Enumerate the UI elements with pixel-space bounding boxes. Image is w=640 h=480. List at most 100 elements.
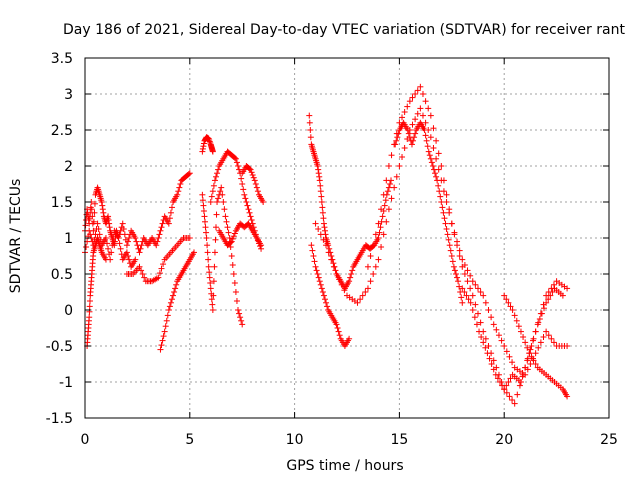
data-point-track-e bbox=[161, 328, 168, 335]
data-point-track-e bbox=[166, 303, 173, 310]
data-point-track-n bbox=[375, 220, 382, 227]
data-point-track-g bbox=[211, 263, 218, 270]
data-point-track-a bbox=[119, 220, 126, 227]
data-point-track-g bbox=[231, 280, 238, 286]
data-point-track-k bbox=[307, 134, 314, 141]
data-point-track-e bbox=[160, 333, 167, 340]
data-point-track-h bbox=[207, 199, 214, 205]
data-point-track-h bbox=[243, 199, 250, 205]
data-point-track-k bbox=[321, 227, 328, 234]
data-point-track-n bbox=[469, 292, 476, 299]
data-point-track-d bbox=[186, 235, 193, 241]
data-point-track-p bbox=[530, 335, 537, 342]
data-point-track-a bbox=[168, 204, 175, 211]
data-point-track-l bbox=[308, 242, 315, 249]
data-point-track-m bbox=[401, 145, 408, 151]
data-point-track-b bbox=[105, 217, 112, 223]
data-point-track-e bbox=[159, 337, 166, 344]
data-point-track-n bbox=[448, 220, 455, 227]
data-point-track-h bbox=[236, 166, 243, 173]
data-point-track-g bbox=[209, 301, 216, 308]
data-point-track-p bbox=[541, 305, 548, 312]
data-point-track-b bbox=[91, 209, 98, 216]
data-point-track-m bbox=[535, 344, 542, 351]
data-point-track-e bbox=[158, 342, 165, 349]
data-point-track-g bbox=[200, 202, 207, 209]
data-point-track-j bbox=[258, 245, 265, 252]
data-point-track-n bbox=[412, 91, 419, 97]
data-markers bbox=[82, 83, 571, 407]
data-point-track-g bbox=[233, 298, 240, 304]
data-point-track-l bbox=[336, 332, 343, 339]
data-point-track-g bbox=[232, 289, 239, 295]
data-point-track-k bbox=[348, 271, 355, 277]
data-point-track-m bbox=[548, 335, 555, 342]
data-point-track-g bbox=[228, 253, 235, 259]
data-point-track-o bbox=[433, 173, 440, 180]
data-point-track-m bbox=[493, 326, 500, 333]
data-point-track-q bbox=[513, 317, 520, 324]
data-point-track-m bbox=[545, 332, 552, 339]
data-point-track-m bbox=[564, 343, 571, 349]
data-point-track-h bbox=[210, 182, 217, 189]
data-point-track-k bbox=[314, 163, 321, 169]
data-point-track-m bbox=[527, 361, 534, 367]
data-point-track-l bbox=[316, 278, 323, 285]
data-point-track-g bbox=[213, 211, 220, 218]
data-point-track-p bbox=[545, 296, 552, 303]
data-point-track-o bbox=[442, 220, 449, 227]
y-tick-label: -1.5 bbox=[46, 411, 73, 427]
data-point-track-a bbox=[124, 238, 131, 245]
data-point-track-k bbox=[317, 182, 324, 189]
data-point-track-i bbox=[249, 172, 256, 178]
data-point-track-l bbox=[317, 281, 324, 288]
data-point-track-p bbox=[543, 299, 550, 306]
data-point-track-m bbox=[393, 173, 400, 180]
data-point-track-h bbox=[241, 191, 248, 198]
data-point-track-a bbox=[165, 220, 172, 227]
data-point-track-k bbox=[316, 173, 323, 180]
data-point-track-n bbox=[467, 285, 474, 292]
data-point-track-k bbox=[349, 267, 356, 274]
data-point-track-o bbox=[394, 134, 401, 141]
data-point-track-a bbox=[176, 184, 183, 191]
data-point-track-n bbox=[399, 114, 406, 121]
data-point-track-p bbox=[476, 328, 483, 335]
data-point-track-m bbox=[362, 289, 369, 295]
data-point-track-n bbox=[475, 310, 481, 317]
data-point-track-n bbox=[550, 281, 557, 288]
data-point-track-k bbox=[332, 267, 339, 274]
data-point-track-m bbox=[540, 334, 547, 340]
data-point-track-j bbox=[231, 230, 238, 237]
data-point-track-o bbox=[429, 163, 436, 169]
data-point-track-m bbox=[370, 271, 377, 277]
data-point-track-k bbox=[319, 209, 326, 216]
data-point-track-q bbox=[532, 361, 539, 367]
data-point-track-d bbox=[160, 261, 167, 268]
data-point-track-n bbox=[406, 98, 413, 105]
data-point-track-n bbox=[401, 109, 408, 115]
data-point-track-o bbox=[430, 166, 437, 173]
data-point-track-m bbox=[391, 184, 398, 191]
data-point-track-n bbox=[433, 137, 440, 144]
data-point-track-m bbox=[443, 199, 450, 205]
data-point-track-m bbox=[532, 350, 539, 357]
data-point-track-k bbox=[315, 166, 322, 173]
data-point-track-g bbox=[199, 197, 206, 204]
data-point-track-g bbox=[210, 278, 217, 285]
data-point-track-g bbox=[205, 256, 212, 263]
data-point-track-i bbox=[254, 188, 261, 195]
y-axis-title: SDTVAR / TECUs bbox=[8, 179, 24, 294]
data-point-track-g bbox=[210, 292, 217, 299]
data-point-track-k bbox=[320, 215, 327, 222]
data-point-track-p bbox=[469, 307, 476, 313]
data-point-track-m bbox=[477, 289, 484, 295]
data-point-track-k bbox=[330, 260, 337, 267]
data-point-track-a bbox=[174, 191, 181, 198]
data-point-track-g bbox=[199, 191, 206, 198]
data-point-track-p bbox=[534, 321, 541, 328]
data-point-track-o bbox=[428, 159, 435, 166]
data-point-track-h bbox=[232, 155, 239, 162]
data-point-track-k bbox=[377, 224, 384, 231]
x-axis-title: GPS time / hours bbox=[286, 458, 403, 474]
